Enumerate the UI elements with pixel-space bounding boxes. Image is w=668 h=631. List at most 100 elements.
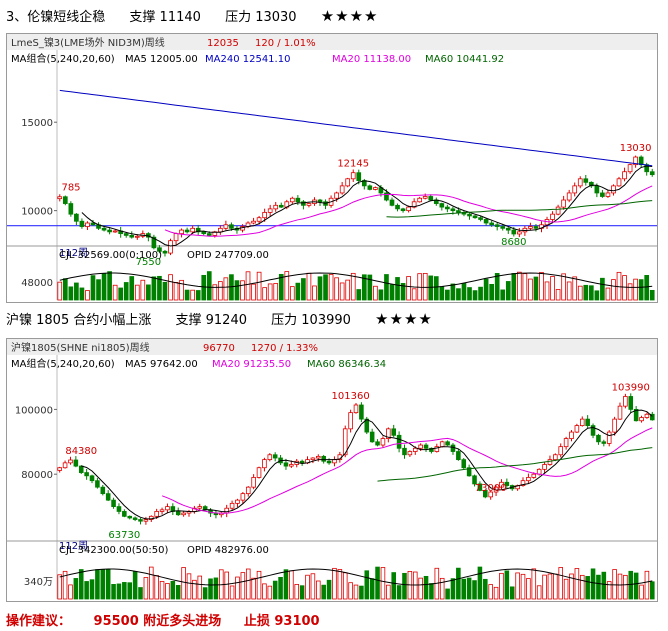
candle-body — [175, 511, 181, 516]
volume-bar — [504, 570, 510, 600]
volume-bar — [289, 570, 294, 600]
volume-bar — [461, 282, 467, 301]
volume-bar — [339, 282, 345, 301]
volume-bar — [378, 289, 384, 301]
shfe-nickel-chart[interactable]: 沪镍1805(SHNE ni1805)周线 96770 1270 / 1.33% MA… — [7, 339, 657, 601]
period-label: 112周 — [59, 247, 88, 259]
volume-bar — [299, 585, 305, 600]
volume-bar — [129, 276, 135, 301]
volume-bar — [461, 578, 467, 600]
candle-body — [62, 196, 68, 204]
ma-legend-item: MA20 91235.50 — [212, 359, 291, 370]
y-tick-label: 80000 — [21, 470, 53, 481]
volume-bar — [489, 283, 494, 301]
volume-bar — [563, 578, 569, 600]
volume-bar — [511, 273, 517, 301]
volume-bar — [402, 572, 407, 600]
candle-body — [267, 208, 273, 213]
volume-bar — [78, 569, 84, 600]
volume-bar — [240, 572, 246, 600]
candle-body — [134, 235, 140, 238]
candle-body — [494, 224, 500, 227]
volume-bar — [611, 279, 616, 301]
candle-body — [429, 447, 434, 452]
candle-body — [111, 499, 116, 507]
volume-bar — [542, 574, 547, 600]
trading-advice: 操作建议： 95500 附近多头进场 止损 93100 — [6, 610, 338, 629]
volume-bar — [433, 276, 439, 301]
volume-bar — [488, 584, 493, 600]
volume-bar — [612, 569, 617, 600]
candle-body — [569, 431, 574, 439]
volume-bar — [278, 273, 284, 301]
volume-bar — [396, 585, 402, 600]
chart-title-bar — [7, 339, 657, 355]
volume-bar — [536, 585, 542, 600]
volume-bar — [175, 585, 181, 600]
volume-bar — [472, 580, 477, 600]
candle-body — [483, 489, 488, 498]
volume-bar — [572, 276, 578, 301]
candle-body — [504, 481, 510, 486]
volume-bar — [628, 570, 634, 600]
candle-body — [628, 396, 634, 410]
volume-bar — [638, 279, 644, 301]
volume-bar — [306, 272, 312, 301]
volume-bar — [218, 281, 223, 301]
volume-bar — [412, 571, 418, 600]
volume-bar — [348, 582, 353, 600]
volume-bar — [57, 281, 63, 301]
volume-bar — [627, 283, 633, 301]
candle-body — [278, 204, 284, 208]
candle-body — [157, 247, 162, 252]
price-annotation: 103990 — [612, 382, 650, 393]
ma-legend-item: MA240 12541.10 — [205, 54, 290, 65]
volume-bar — [224, 571, 229, 600]
chart-title-bar — [7, 34, 657, 50]
volume-bar — [122, 582, 127, 600]
volume-bar — [74, 282, 79, 301]
volume-bar — [439, 286, 445, 301]
candle-body — [289, 464, 294, 467]
volume-bar — [272, 580, 278, 600]
volume-bar — [478, 286, 483, 301]
candle-body — [407, 451, 413, 456]
candle-body — [531, 473, 537, 478]
candle-body — [386, 428, 391, 439]
candle-body — [122, 511, 127, 517]
candle-body — [563, 438, 569, 448]
candle-body — [78, 465, 84, 473]
volume-bar — [321, 584, 326, 600]
volume-bar — [84, 581, 89, 600]
volume-bar — [517, 271, 522, 301]
candle-body — [439, 441, 445, 448]
section2-header: 沪镍 1805 合约小幅上涨 支撑 91240 压力 103990 ★★★★ — [6, 309, 453, 328]
volume-bar — [400, 283, 406, 301]
lme-nickel-chart[interactable]: LmeS_镍3(LME场外 NID3M)周线 12035 120 / 1.01% MA… — [7, 34, 657, 302]
volume-bar — [369, 578, 375, 600]
volume-bar — [105, 569, 111, 600]
ma20-line — [164, 185, 653, 237]
candle-body — [345, 178, 351, 187]
ma5-line — [81, 409, 653, 520]
volume-bar — [585, 576, 590, 600]
candle-body — [650, 413, 655, 421]
candle-body — [301, 201, 306, 206]
volume-bar — [186, 573, 192, 600]
candle-body — [400, 208, 406, 212]
advice-entry: 95500 附近多头进场 — [93, 614, 222, 629]
ma5-line — [81, 165, 653, 247]
section2-support: 支撑 91240 — [175, 313, 248, 328]
volume-bar — [566, 281, 572, 301]
candle-body — [229, 224, 234, 229]
candle-body — [585, 418, 590, 427]
advice-label: 操作建议： — [6, 614, 72, 629]
volume-bar — [547, 573, 553, 600]
volume-bar — [509, 586, 515, 600]
volume-bar — [373, 285, 378, 301]
candle-body — [101, 227, 107, 231]
candle-body — [553, 454, 558, 461]
volume-bar — [644, 275, 650, 301]
candle-body — [517, 231, 522, 235]
candle-body — [417, 197, 423, 203]
